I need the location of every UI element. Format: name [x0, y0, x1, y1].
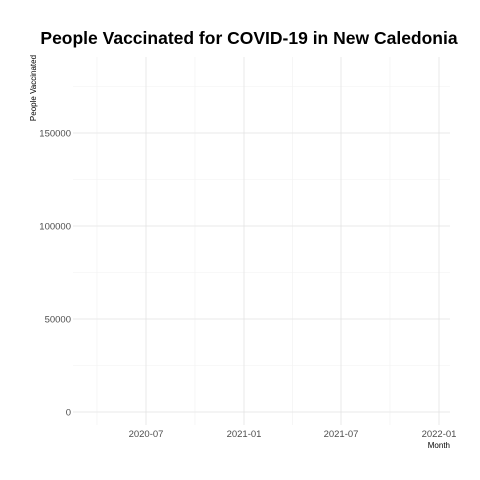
y-tick-label: 150000	[39, 129, 71, 140]
chart-title: People Vaccinated for COVID-19 in New Ca…	[40, 28, 457, 48]
x-axis-title: Month	[428, 441, 450, 450]
x-tick-label: 2022-01	[422, 429, 457, 440]
x-tick-label: 2021-01	[227, 429, 262, 440]
x-tick-label: 2020-07	[129, 429, 164, 440]
y-tick-label: 100000	[39, 222, 71, 233]
x-tick-label: 2021-07	[324, 429, 359, 440]
plot-grid	[73, 57, 450, 425]
y-tick-label: 0	[66, 408, 71, 419]
y-axis-title: People Vaccinated	[29, 55, 38, 121]
y-tick-label: 50000	[45, 315, 71, 326]
x-axis-ticks: 2020-07 2021-01 2021-07 2022-01	[129, 429, 457, 440]
y-axis-ticks: 0 50000 100000 150000	[39, 129, 71, 419]
